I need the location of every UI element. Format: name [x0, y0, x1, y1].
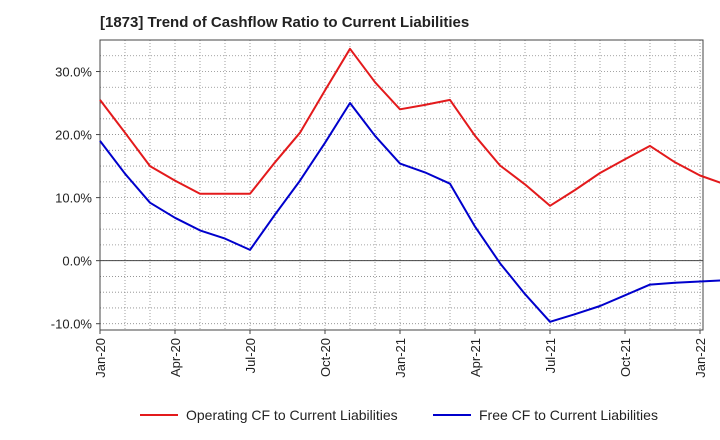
- legend-label-free-cf: Free CF to Current Liabilities: [479, 407, 658, 423]
- legend-label-operating-cf: Operating CF to Current Liabilities: [186, 407, 398, 423]
- x-tick-label: Jul-20: [243, 338, 258, 373]
- axes: [96, 39, 704, 334]
- x-tick-label: Oct-20: [318, 338, 333, 377]
- y-tick-label: 0.0%: [62, 254, 92, 269]
- plot-border: [99, 39, 704, 331]
- series-line-free-cf: [99, 102, 720, 323]
- x-tick-label: Jan-22: [693, 338, 708, 378]
- legend: Operating CF to Current Liabilities Free…: [0, 404, 720, 426]
- x-tick-label: Apr-21: [468, 338, 483, 377]
- y-tick-label: 30.0%: [55, 65, 92, 80]
- y-tick-label: 20.0%: [55, 128, 92, 143]
- x-tick-label: Apr-20: [168, 338, 183, 377]
- series-lines: [99, 47, 720, 323]
- y-tick-label: -10.0%: [51, 317, 93, 332]
- plot-area: [100, 40, 703, 330]
- legend-swatch-operating-cf: [140, 414, 178, 416]
- y-tick-label: 10.0%: [55, 191, 92, 206]
- x-tick-label: Jul-21: [543, 338, 558, 373]
- chart-title: [1873] Trend of Cashflow Ratio to Curren…: [100, 14, 470, 31]
- legend-item-free-cf: Free CF to Current Liabilities: [433, 404, 658, 426]
- tick-labels: -10.0% 0.0% 10.0% 20.0% 30.0% Jan-20 Apr-20 Jul…: [51, 65, 708, 378]
- series-line-operating-cf: [99, 47, 720, 207]
- x-tick-label: Oct-21: [618, 338, 633, 377]
- legend-swatch-free-cf: [433, 414, 471, 416]
- line-chart: -10.0% 0.0% 10.0% 20.0% 30.0% Jan-20 Apr-20 Jul…: [51, 39, 720, 378]
- x-tick-label: Jan-21: [393, 338, 408, 378]
- x-tick-label: Jan-20: [93, 338, 108, 378]
- legend-item-operating-cf: Operating CF to Current Liabilities: [140, 404, 398, 426]
